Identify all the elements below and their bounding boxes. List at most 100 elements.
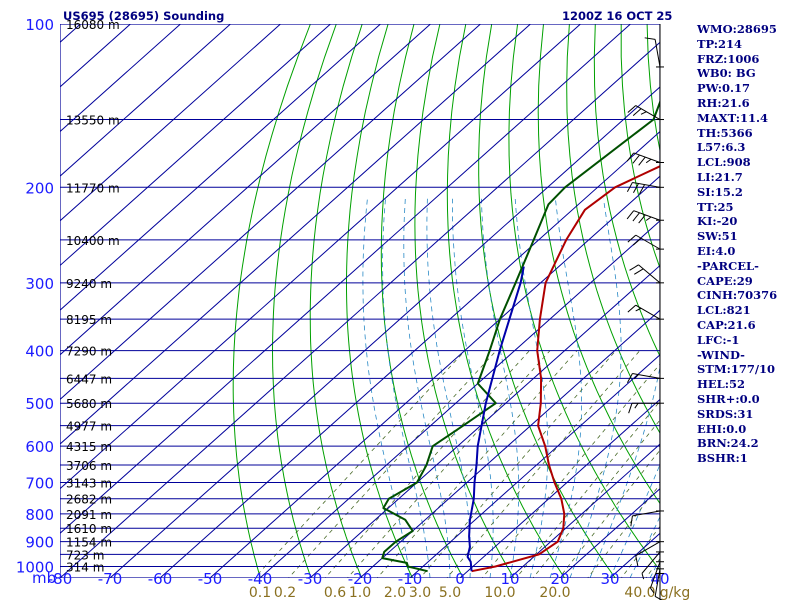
stat-hel: HEL:52 [697, 377, 745, 392]
stat-sw: SW:51 [697, 229, 738, 244]
isotherm-line [60, 24, 181, 133]
wind-barb-flag [650, 587, 655, 594]
wind-barb-staff [635, 234, 661, 250]
mixing-ratio-label: 1.0 [349, 585, 371, 600]
stat-cap: CAP:21.6 [697, 317, 756, 332]
height-label: 7290 m [66, 345, 112, 359]
parcel-trace [466, 266, 525, 572]
wind-barb-flag [644, 37, 656, 40]
stat-srds: SRDS:31 [697, 406, 754, 421]
stat-shr: SHR+:0.0 [697, 391, 760, 406]
isotherm-line [209, 175, 660, 578]
mixing-ratio-label: 0.2 [274, 585, 296, 600]
height-label: 723 m [66, 548, 104, 562]
moist-adiabat-line [514, 198, 549, 578]
stat-ki: KI:-20 [697, 214, 738, 229]
stat-maxt: MAXT:11.4 [697, 110, 768, 125]
stat-wb0: WB0: BG [697, 66, 756, 81]
stat-rh: RH:21.6 [697, 95, 750, 110]
height-label: 3706 m [66, 459, 112, 473]
wind-barb-flag [645, 158, 652, 164]
height-label: 9240 m [66, 277, 112, 291]
mixing-ratio-label: 10.0 [484, 585, 515, 600]
wind-barb-flag [628, 403, 633, 414]
isotherm-line [60, 24, 531, 445]
height-label: 3143 m [66, 476, 112, 490]
height-label: 1610 m [66, 522, 112, 536]
dry-adiabat-line [537, 24, 660, 505]
temperature-label: -60 [148, 570, 173, 588]
isotherm-line [359, 309, 660, 578]
isotherm-line [60, 24, 481, 401]
temperature-label: 0 [455, 570, 465, 588]
dry-adiabat-line [346, 24, 414, 578]
stat-pw: PW:0.17 [697, 81, 751, 96]
wind-barb-flag [634, 402, 639, 409]
stat-th: TH:5366 [697, 125, 753, 140]
isotherm-line [60, 24, 381, 311]
stat-stm: STM:177/10 [697, 362, 776, 377]
wind-barb-flag [632, 108, 642, 116]
wind-barb-staff [632, 373, 661, 379]
wind-barb-flag [638, 214, 646, 224]
pressure-label: 200 [25, 179, 54, 197]
stat-frz: FRZ:1006 [697, 51, 760, 66]
wind-barb-flag [635, 555, 639, 567]
wind-barb-flag [626, 182, 633, 192]
wind-barb-staff [635, 304, 661, 320]
pressure-label: 500 [25, 395, 54, 413]
wind-barb-staff [633, 210, 661, 221]
pressure-label: 400 [25, 343, 54, 361]
stat-parcel-header: -PARCEL- [697, 258, 759, 273]
stat-wind-header: -WIND- [697, 347, 745, 362]
stat-wmo: WMO:28695 [697, 22, 777, 36]
stat-cape: CAPE:29 [697, 273, 753, 288]
temperature-label: 20 [550, 570, 569, 588]
sounding-traces [381, 99, 660, 573]
pressure-label: 800 [25, 506, 54, 524]
height-label: 13550 m [66, 114, 120, 128]
temperature-label: -10 [398, 570, 423, 588]
isotherm-line [60, 24, 581, 490]
stat-l57: L57:6.3 [697, 140, 746, 155]
moist-adiabat-line [362, 198, 411, 578]
isotherm-line [60, 24, 231, 177]
height-label: 314 m [66, 561, 104, 575]
mixing-ratio-label: 40.0 [624, 585, 655, 600]
height-label: 2682 m [66, 493, 112, 507]
mixing-ratio-labels: 0.1 0.2 0.6 1.0 2.0 3.0 5.0 10.0 20.0 40.0 g/kg [249, 585, 690, 600]
mixing-ratio-label: 3.0 [409, 585, 431, 600]
station-title: US695 (28695) Sounding [63, 9, 224, 23]
isotherm-line [259, 220, 660, 578]
wind-barb-flag [633, 183, 639, 194]
stat-bshr: BSHR:1 [697, 451, 748, 466]
stat-lcl: LCL:908 [697, 155, 751, 170]
stat-lfc: LFC:-1 [697, 332, 740, 347]
temperature-label: -80 [48, 570, 73, 588]
stat-tp: TP:214 [697, 36, 743, 51]
isotherm-line [109, 86, 660, 578]
wind-barb-flag [645, 216, 652, 221]
stat-parcel-lcl: LCL:821 [697, 303, 751, 318]
moist-adiabat-line [403, 198, 451, 578]
wind-barb-staff [632, 181, 661, 188]
wind-barb-flag [638, 156, 646, 166]
height-label: 8195 m [66, 313, 112, 327]
wind-barb-staff [654, 39, 661, 68]
height-label: 5680 m [66, 397, 112, 411]
wind-barb-flag [627, 234, 637, 243]
temperature-label: 30 [600, 570, 619, 588]
isotherm-line [159, 130, 660, 578]
stat-cinh: CINH:70376 [697, 288, 778, 303]
pressure-label: 1000 [16, 559, 54, 577]
isotherm-line [60, 24, 281, 222]
wind-barb-staff [632, 510, 661, 517]
time-title: 1200Z 16 OCT 25 [562, 9, 672, 23]
temperature-label: 10 [500, 570, 519, 588]
wind-barb-flag [632, 154, 640, 164]
wind-barb-flag [634, 268, 644, 275]
dewpoint-trace [381, 99, 660, 573]
temperature-label: -50 [198, 570, 223, 588]
mixing-ratio-label: 0.6 [324, 585, 346, 600]
